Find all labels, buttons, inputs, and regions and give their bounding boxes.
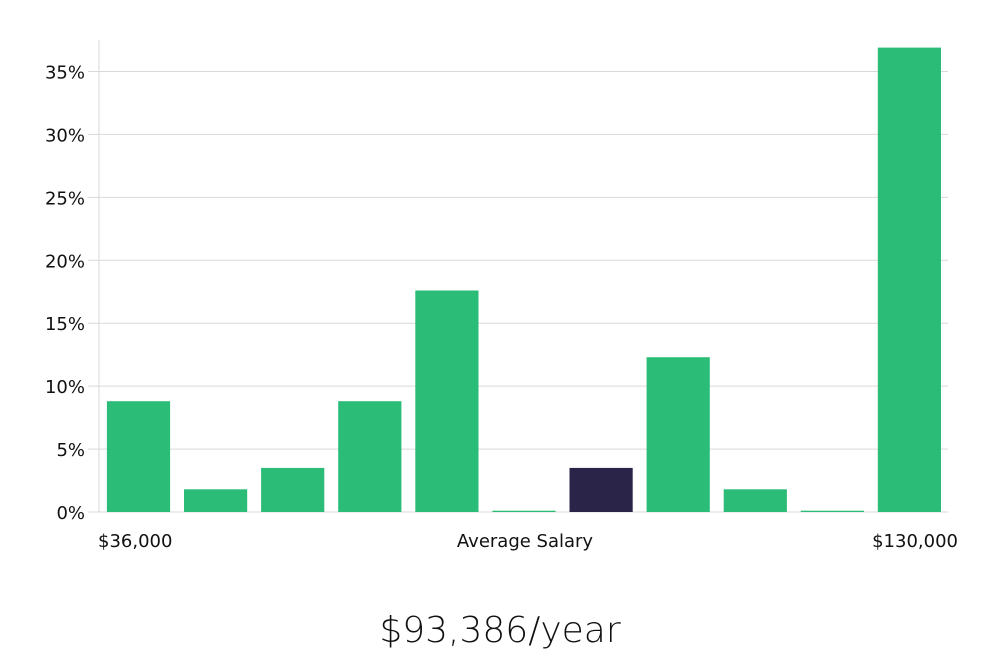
- x-axis-center-label: Average Salary: [457, 531, 594, 552]
- bar: [723, 489, 787, 512]
- axis-layer: 0% 5% 10% 15% 20% 25% 30% 35%: [45, 40, 100, 524]
- bar: [184, 489, 248, 512]
- bar: [646, 357, 710, 512]
- bar: [415, 290, 479, 512]
- y-tick-label: 35%: [45, 62, 85, 83]
- y-tick-label: 25%: [45, 188, 85, 209]
- x-axis-min-label: $36,000: [98, 531, 172, 552]
- y-tick-label: 5%: [56, 440, 85, 461]
- bar: [800, 510, 864, 512]
- y-tick-label: 10%: [45, 377, 85, 398]
- bar: [106, 401, 171, 512]
- bar: [492, 510, 556, 512]
- average-salary-value: $93,386/year: [379, 610, 621, 651]
- bar: [338, 401, 402, 512]
- grid-layer: [88, 70, 948, 513]
- y-tick-label: 0%: [56, 503, 85, 524]
- y-tick-label: 30%: [45, 125, 85, 146]
- bar: [877, 47, 941, 512]
- bar: [261, 467, 325, 512]
- y-tick-label: 15%: [45, 314, 85, 335]
- labels-layer: $36,000 Average Salary $130,000: [98, 531, 958, 552]
- x-axis-max-label: $130,000: [872, 531, 958, 552]
- bar-average-salary: [569, 467, 633, 512]
- y-tick-label: 20%: [45, 251, 85, 272]
- bars-layer: [106, 47, 941, 512]
